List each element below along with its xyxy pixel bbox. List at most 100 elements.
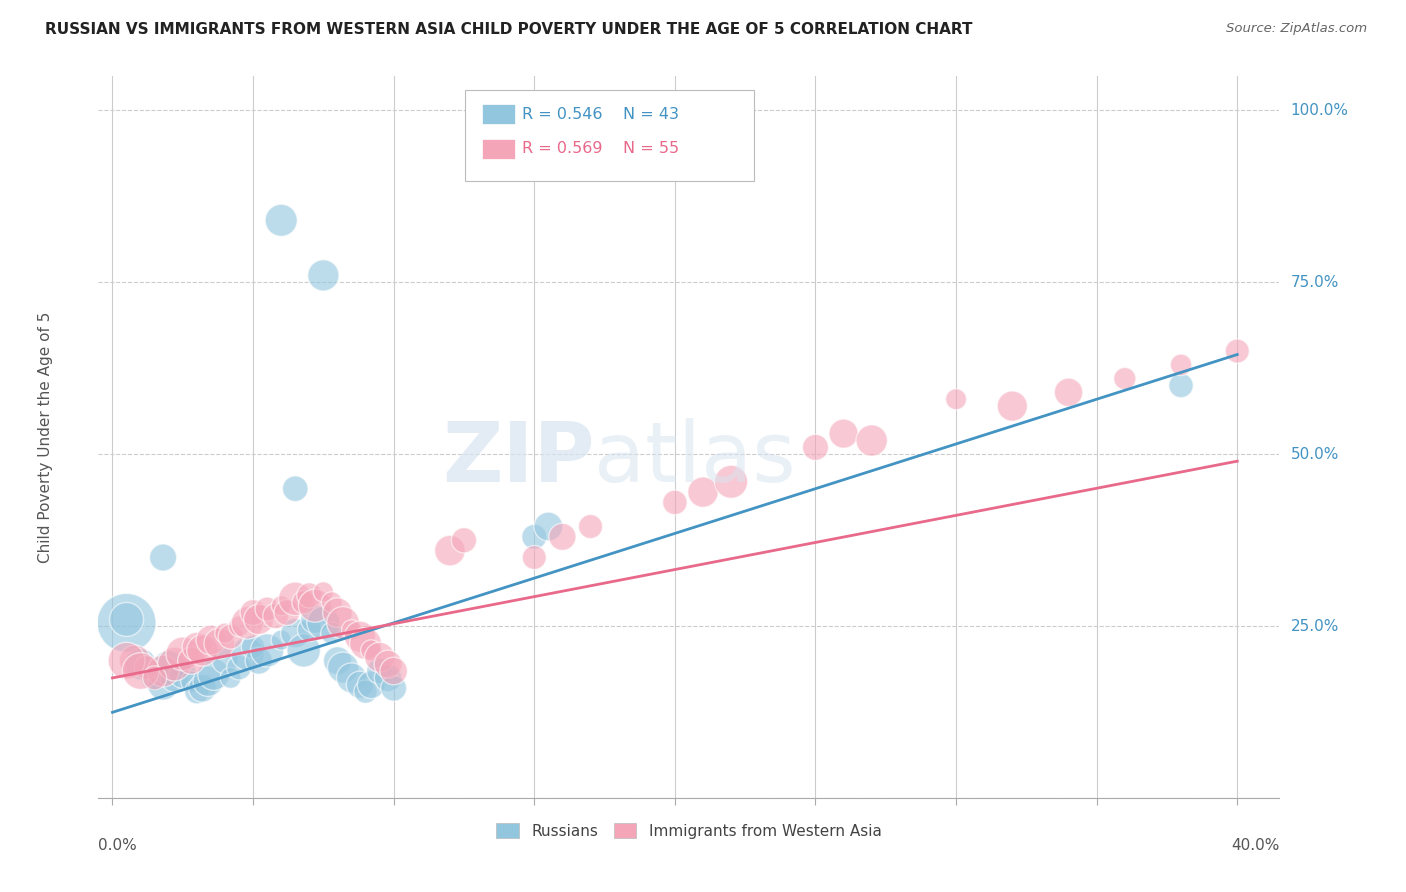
Point <box>242 640 264 654</box>
Point <box>321 595 343 609</box>
Point <box>523 530 546 544</box>
Point <box>135 660 157 674</box>
Point <box>360 678 382 692</box>
Text: 0.0%: 0.0% <box>98 838 138 853</box>
Point <box>298 623 321 637</box>
Point <box>326 606 349 620</box>
Point <box>1057 385 1080 400</box>
Point <box>292 643 315 657</box>
Text: 100.0%: 100.0% <box>1291 103 1348 118</box>
Text: RUSSIAN VS IMMIGRANTS FROM WESTERN ASIA CHILD POVERTY UNDER THE AGE OF 5 CORRELA: RUSSIAN VS IMMIGRANTS FROM WESTERN ASIA … <box>45 22 973 37</box>
Point <box>186 640 208 654</box>
Point <box>256 643 278 657</box>
Point <box>172 667 194 681</box>
Point <box>163 671 186 685</box>
Point <box>284 626 307 640</box>
Point <box>276 606 298 620</box>
FancyBboxPatch shape <box>482 104 516 124</box>
Point <box>832 426 855 441</box>
Point <box>219 630 242 644</box>
Point <box>191 643 214 657</box>
Point <box>115 615 138 630</box>
Point <box>256 602 278 616</box>
Point <box>236 615 259 630</box>
Point <box>1114 371 1136 385</box>
Point <box>349 630 371 644</box>
Point <box>143 671 166 685</box>
Point <box>332 615 354 630</box>
Point <box>208 636 231 650</box>
Point <box>284 591 307 606</box>
Point <box>214 654 236 668</box>
Point <box>349 678 371 692</box>
Point <box>197 674 219 689</box>
Point <box>270 633 292 648</box>
Point <box>163 657 186 672</box>
Text: 50.0%: 50.0% <box>1291 447 1339 462</box>
Point <box>180 674 202 689</box>
Point <box>692 485 714 500</box>
Point <box>720 475 742 489</box>
Point <box>860 434 883 448</box>
Text: Child Poverty Under the Age of 5: Child Poverty Under the Age of 5 <box>38 311 53 563</box>
Text: R = 0.569    N = 55: R = 0.569 N = 55 <box>523 141 679 156</box>
Point <box>200 633 222 648</box>
Point <box>242 606 264 620</box>
Text: atlas: atlas <box>595 418 796 500</box>
Point <box>382 681 405 696</box>
Point <box>180 654 202 668</box>
Point <box>312 615 335 630</box>
Point <box>304 599 326 613</box>
Point <box>247 612 270 626</box>
Point <box>551 530 574 544</box>
Point <box>664 495 686 509</box>
Point <box>115 612 138 626</box>
Point <box>340 671 363 685</box>
Point <box>321 626 343 640</box>
Text: ZIP: ZIP <box>441 418 595 500</box>
Point <box>377 671 399 685</box>
Point <box>247 654 270 668</box>
Text: 25.0%: 25.0% <box>1291 619 1339 634</box>
Point <box>360 643 382 657</box>
Point <box>312 585 335 599</box>
Legend: Russians, Immigrants from Western Asia: Russians, Immigrants from Western Asia <box>491 817 887 845</box>
Text: Source: ZipAtlas.com: Source: ZipAtlas.com <box>1226 22 1367 36</box>
Point <box>219 671 242 685</box>
Point <box>377 657 399 672</box>
Point <box>1170 378 1192 392</box>
Point <box>228 619 250 633</box>
Point <box>368 664 391 678</box>
FancyBboxPatch shape <box>464 90 754 180</box>
Point <box>326 654 349 668</box>
Point <box>382 664 405 678</box>
Point <box>202 667 225 681</box>
Point <box>152 550 174 565</box>
Point <box>191 681 214 696</box>
Point <box>186 684 208 698</box>
Point <box>270 213 292 227</box>
Point <box>1226 344 1249 359</box>
Point <box>264 609 287 624</box>
Point <box>945 392 967 407</box>
Point <box>157 660 180 674</box>
Point <box>332 660 354 674</box>
Point <box>1170 358 1192 372</box>
Point <box>298 588 321 602</box>
Point <box>172 647 194 661</box>
Point <box>152 678 174 692</box>
Point <box>124 654 146 668</box>
Point <box>453 533 475 548</box>
Point <box>523 550 546 565</box>
Point <box>439 543 461 558</box>
Point <box>129 664 152 678</box>
Point <box>340 623 363 637</box>
Point <box>115 654 138 668</box>
Point <box>368 650 391 665</box>
Point <box>579 519 602 533</box>
Point <box>804 441 827 455</box>
Point <box>1001 399 1024 413</box>
Text: 75.0%: 75.0% <box>1291 275 1339 290</box>
Text: 40.0%: 40.0% <box>1232 838 1279 853</box>
Point <box>143 671 166 685</box>
